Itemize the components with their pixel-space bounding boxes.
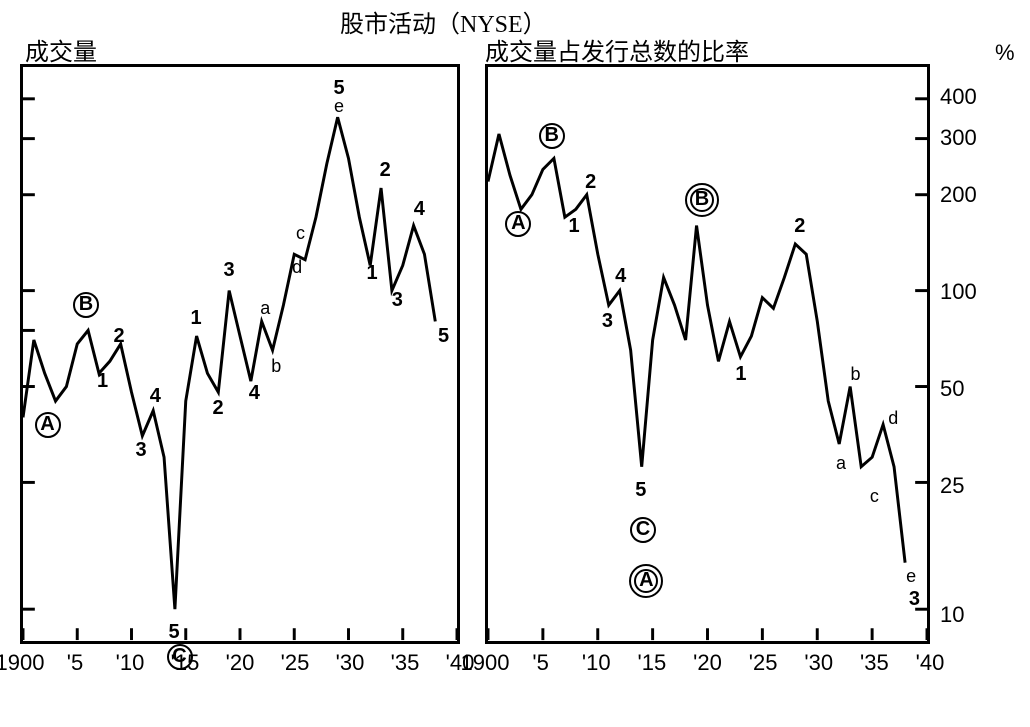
annotation-3: 3: [392, 290, 403, 310]
annotation-B: B: [539, 123, 565, 149]
annotation-B: B: [685, 183, 719, 217]
annotation-3: 3: [909, 589, 920, 609]
annotation-e: e: [334, 97, 344, 115]
x-tick-label: '25: [749, 650, 778, 676]
annotation-1: 1: [366, 263, 377, 283]
annotation-3: 3: [602, 311, 613, 331]
x-tick-label: '25: [281, 650, 310, 676]
x-tick-label: '40: [916, 650, 945, 676]
x-tick-label: '20: [226, 650, 255, 676]
x-tick-label: '20: [693, 650, 722, 676]
annotation-2: 2: [113, 326, 124, 346]
annotation-b: b: [850, 365, 860, 383]
annotation-A: A: [505, 211, 531, 237]
annotation-d: d: [888, 409, 898, 427]
x-tick-label: '15: [638, 650, 667, 676]
x-tick-label: '5: [532, 650, 548, 676]
annotation-1: 1: [568, 216, 579, 236]
annotation-c: c: [296, 224, 305, 242]
annotation-4: 4: [150, 386, 161, 406]
annotation-C: C: [630, 517, 656, 543]
pct-label: %: [995, 40, 1015, 66]
annotation-1: 1: [97, 371, 108, 391]
annotation-4: 4: [414, 199, 425, 219]
annotation-c: c: [870, 487, 879, 505]
annotation-a: a: [836, 454, 846, 472]
annotation-4: 4: [615, 266, 626, 286]
y-tick-label: 400: [940, 84, 977, 110]
right-chart-svg: [488, 67, 927, 641]
x-tick-label: 1900: [461, 650, 510, 676]
left-chart-panel: [20, 64, 460, 644]
annotation-2: 2: [794, 216, 805, 236]
left-chart-svg: [23, 67, 457, 641]
y-tick-label: 200: [940, 182, 977, 208]
annotation-1: 1: [735, 364, 746, 384]
y-tick-label: 100: [940, 279, 977, 305]
x-tick-label: 1900: [0, 650, 44, 676]
y-tick-label: 25: [940, 473, 964, 499]
annotation-B: B: [73, 292, 99, 318]
annotation-5: 5: [438, 326, 449, 346]
x-tick-label: '30: [336, 650, 365, 676]
annotation-2: 2: [585, 172, 596, 192]
x-tick-label: '35: [860, 650, 889, 676]
annotation-d: d: [292, 258, 302, 276]
annotation-3: 3: [135, 440, 146, 460]
annotation-a: a: [260, 299, 270, 317]
annotation-2: 2: [380, 160, 391, 180]
annotation-C: C: [167, 644, 193, 670]
annotation-A: A: [629, 564, 663, 598]
annotation-b: b: [271, 357, 281, 375]
x-tick-label: '10: [582, 650, 611, 676]
y-tick-label: 50: [940, 376, 964, 402]
annotation-3: 3: [223, 260, 234, 280]
y-tick-label: 300: [940, 125, 977, 151]
right-subtitle: 成交量占发行总数的比率: [485, 32, 749, 67]
annotation-e: e: [906, 567, 916, 585]
annotation-5: 5: [168, 622, 179, 642]
annotation-2: 2: [212, 398, 223, 418]
x-tick-label: '5: [67, 650, 83, 676]
x-tick-label: '30: [804, 650, 833, 676]
annotation-4: 4: [249, 383, 260, 403]
left-subtitle: 成交量: [25, 32, 97, 67]
y-tick-label: 10: [940, 602, 964, 628]
annotation-1: 1: [190, 308, 201, 328]
annotation-5: 5: [635, 480, 646, 500]
right-chart-panel: [485, 64, 930, 644]
page: 股市活动（NYSE） 成交量 成交量占发行总数的比率 % 1900'5'10'1…: [0, 0, 1030, 727]
annotation-A: A: [35, 412, 61, 438]
x-tick-label: '10: [116, 650, 145, 676]
x-tick-label: '35: [391, 650, 420, 676]
